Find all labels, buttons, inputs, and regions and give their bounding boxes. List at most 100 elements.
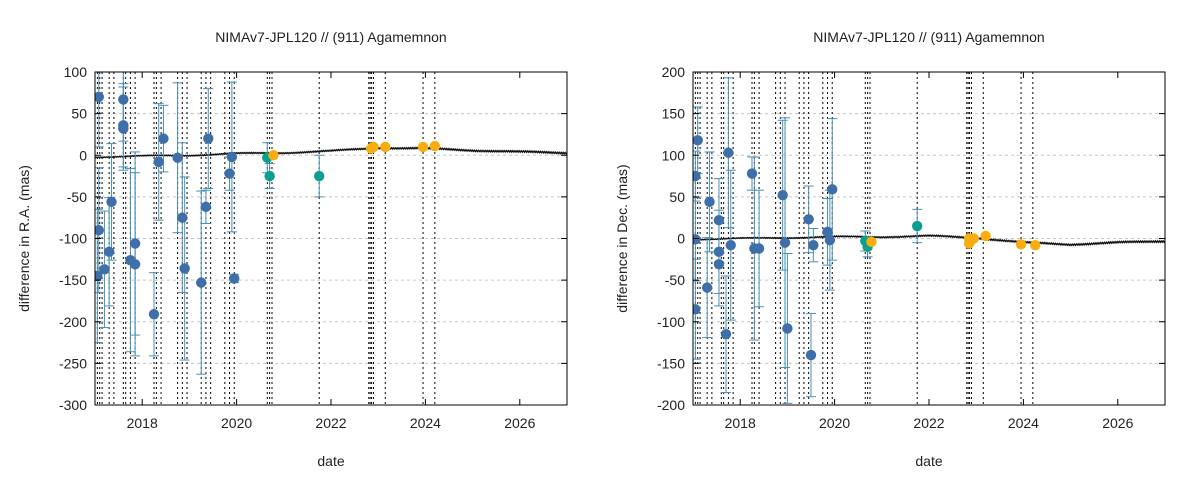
data-point-teal <box>314 170 325 182</box>
data-point-blue <box>701 282 713 293</box>
data-point-blue <box>723 147 734 158</box>
y-tick-label: 200 <box>662 64 686 80</box>
x-tick-label: 2020 <box>221 415 252 431</box>
x-tick-label: 2024 <box>1008 415 1039 431</box>
data-point-blue <box>803 214 814 225</box>
x-axis-label: date <box>915 453 942 469</box>
y-tick-label: 0 <box>79 147 87 163</box>
data-point-blue <box>808 239 819 251</box>
x-tick-label: 2026 <box>504 415 535 431</box>
data-point-orange <box>980 230 991 242</box>
data-point-orange <box>380 141 391 153</box>
data-point-blue <box>720 329 732 340</box>
data-point-blue <box>713 259 725 270</box>
data-point-blue <box>693 135 703 146</box>
data-point-blue <box>746 168 758 179</box>
data-point-blue <box>153 156 164 168</box>
y-tick-label: 50 <box>669 189 685 205</box>
x-tick-label: 2022 <box>315 415 346 431</box>
y-axis-label: difference in R.A. (mas) <box>16 165 32 312</box>
data-point-blue <box>822 226 833 238</box>
data-point-blue <box>148 309 160 320</box>
y-tick-label: -250 <box>59 355 87 371</box>
data-point-blue <box>224 168 235 179</box>
data-point-orange <box>968 233 980 244</box>
data-point-blue <box>725 239 736 251</box>
data-point-blue <box>226 151 238 163</box>
data-point-blue <box>229 273 240 284</box>
data-point-blue <box>179 263 190 274</box>
data-point-blue <box>118 94 129 105</box>
data-point-blue <box>805 349 817 361</box>
y-tick-label: -300 <box>59 397 87 413</box>
model-curve <box>95 146 567 159</box>
data-point-blue <box>106 196 117 208</box>
y-axis-label: difference in Dec. (mas) <box>614 164 630 312</box>
data-point-blue <box>693 170 701 182</box>
x-tick-label: 2018 <box>127 415 158 431</box>
data-point-blue <box>103 246 115 258</box>
plot-area <box>95 72 567 405</box>
y-tick-label: -200 <box>657 397 685 413</box>
chart-title: NIMAv7-JPL120 // (911) Agamemnon <box>215 29 446 45</box>
data-point-blue <box>172 152 183 163</box>
y-tick-label: -100 <box>59 231 87 247</box>
y-tick-label: -50 <box>67 189 87 205</box>
data-point-blue <box>129 259 141 270</box>
y-tick-label: 0 <box>677 231 685 247</box>
chart-title: NIMAv7-JPL120 // (911) Agamemnon <box>813 29 1044 45</box>
y-tick-label: -50 <box>665 272 685 288</box>
data-point-blue <box>118 123 129 134</box>
data-point-blue <box>95 224 104 236</box>
data-point-teal <box>912 220 923 232</box>
data-point-blue <box>200 201 212 213</box>
data-point-blue <box>827 184 838 195</box>
x-tick-label: 2024 <box>410 415 441 431</box>
data-point-blue <box>95 270 103 282</box>
y-tick-label: 100 <box>662 147 686 163</box>
data-point-orange <box>417 141 429 153</box>
x-tick-label: 2026 <box>1102 415 1133 431</box>
data-point-blue <box>713 214 725 226</box>
plot-area <box>693 72 1165 405</box>
data-point-orange <box>268 150 279 161</box>
y-tick-label: -200 <box>59 314 87 330</box>
data-point-blue <box>158 133 169 144</box>
data-point-blue <box>99 264 110 275</box>
data-point-blue <box>693 234 701 245</box>
data-point-orange <box>866 236 877 248</box>
y-tick-label: 50 <box>71 106 87 122</box>
y-tick-label: -150 <box>657 355 685 371</box>
y-tick-label: -150 <box>59 272 87 288</box>
chart-2: 200 150 100 50 0 -50 -100 -150 -200 2018 2020 2022 2… <box>614 29 1166 469</box>
data-point-orange <box>1030 239 1041 251</box>
data-point-teal <box>264 170 275 182</box>
data-point-blue <box>777 190 788 201</box>
data-point-blue <box>95 91 104 103</box>
data-point-orange <box>1015 239 1027 250</box>
data-point-blue <box>779 237 791 248</box>
data-point-blue <box>782 323 793 334</box>
data-point-blue <box>713 246 725 258</box>
data-point-blue <box>129 238 141 249</box>
y-tick-label: 150 <box>662 106 686 122</box>
model-curve <box>693 233 1165 247</box>
x-tick-label: 2020 <box>819 415 850 431</box>
data-point-orange <box>368 141 379 153</box>
x-tick-label: 2018 <box>725 415 756 431</box>
data-point-blue <box>824 234 836 246</box>
y-tick-label: 100 <box>64 64 88 80</box>
data-point-blue <box>753 243 765 254</box>
data-point-blue <box>177 212 188 223</box>
data-point-blue <box>196 277 207 288</box>
data-point-orange <box>429 140 441 152</box>
y-tick-label: -100 <box>657 314 685 330</box>
data-point-blue <box>704 196 715 208</box>
x-tick-label: 2022 <box>913 415 944 431</box>
chart-1: 100 50 0 -50 -100 -150 -200 -250 -300 2018 2020 202… <box>16 29 568 469</box>
x-axis-label: date <box>317 453 344 469</box>
data-point-blue <box>693 304 701 315</box>
data-point-blue <box>203 133 214 144</box>
